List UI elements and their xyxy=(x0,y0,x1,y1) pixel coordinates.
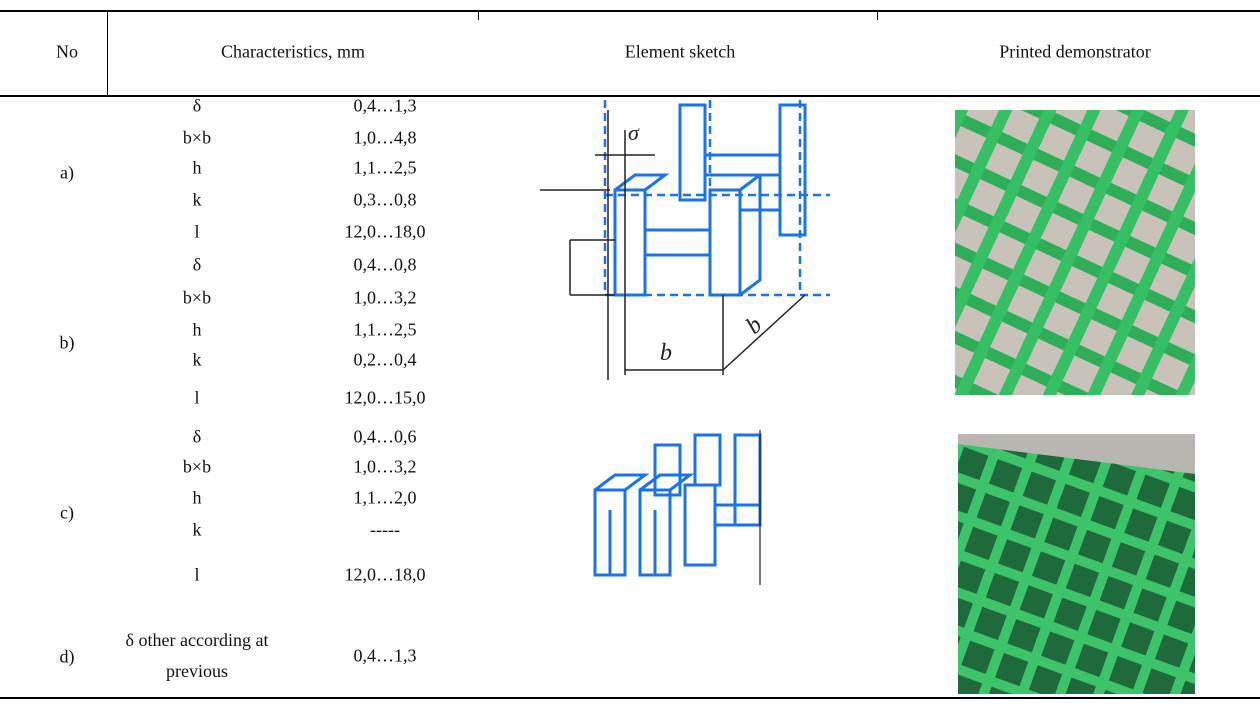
parameter-name: δ xyxy=(193,422,201,453)
row-label: b) xyxy=(60,328,75,359)
header-cell: No xyxy=(56,37,78,68)
parameter-name: l xyxy=(194,217,199,248)
parameter-value: 0,3…0,8 xyxy=(354,185,417,216)
parameter-value: 0,2…0,4 xyxy=(354,345,417,376)
parameter-name: l xyxy=(194,383,199,414)
parameter-name: k xyxy=(193,515,202,546)
parameter-name: δ xyxy=(193,250,201,281)
row-label: d) xyxy=(60,642,75,673)
parameter-name: δ other according at previous xyxy=(122,625,272,687)
parameter-value: 1,1…2,5 xyxy=(354,153,417,184)
row-label: c) xyxy=(60,498,74,529)
parameter-value: 1,0…3,2 xyxy=(354,452,417,483)
header-cell: Printed demonstrator xyxy=(999,37,1150,68)
printed-photo-2 xyxy=(958,434,1195,694)
parameter-value: 1,1…2,5 xyxy=(354,315,417,346)
parameter-value: 0,4…1,3 xyxy=(354,641,417,672)
header-cell: Characteristics, mm xyxy=(221,37,365,68)
element-sketch-2 xyxy=(585,425,795,590)
row-label: a) xyxy=(60,158,74,189)
parameter-name: δ xyxy=(193,91,201,122)
svg-text:σ: σ xyxy=(628,120,640,145)
header-rule xyxy=(0,95,1260,97)
parameter-name: b×b xyxy=(183,452,211,483)
header-cell: Element sketch xyxy=(625,37,735,68)
parameter-name: h xyxy=(193,153,202,184)
parameter-value: 0,4…0,6 xyxy=(354,422,417,453)
element-sketch-1: σ b b xyxy=(540,100,840,390)
column-divider xyxy=(877,10,878,20)
parameter-name: b×b xyxy=(183,123,211,154)
svg-text:b: b xyxy=(660,340,672,366)
parameter-value: 1,0…4,8 xyxy=(354,123,417,154)
parameter-name: h xyxy=(193,483,202,514)
parameter-value: 12,0…18,0 xyxy=(345,560,426,591)
parameter-value: 0,4…0,8 xyxy=(354,250,417,281)
parameter-value: 12,0…15,0 xyxy=(345,383,426,414)
parameter-value: 1,0…3,2 xyxy=(354,283,417,314)
parameter-value: 0,4…1,3 xyxy=(354,91,417,122)
parameter-name: k xyxy=(193,185,202,216)
parameter-name: l xyxy=(194,560,199,591)
parameter-value: ----- xyxy=(370,515,400,546)
printed-photo-1 xyxy=(955,110,1195,395)
column-divider xyxy=(107,10,108,95)
parameter-name: h xyxy=(193,315,202,346)
bottom-rule xyxy=(0,697,1260,699)
page: σ b b No Characteristics, mm Element sketc… xyxy=(0,0,1260,705)
column-divider xyxy=(478,10,479,20)
parameter-name: k xyxy=(193,345,202,376)
parameter-value: 12,0…18,0 xyxy=(345,217,426,248)
parameter-name: b×b xyxy=(183,283,211,314)
svg-text:b: b xyxy=(741,312,767,340)
top-rule xyxy=(0,10,1260,12)
parameter-value: 1,1…2,0 xyxy=(354,483,417,514)
